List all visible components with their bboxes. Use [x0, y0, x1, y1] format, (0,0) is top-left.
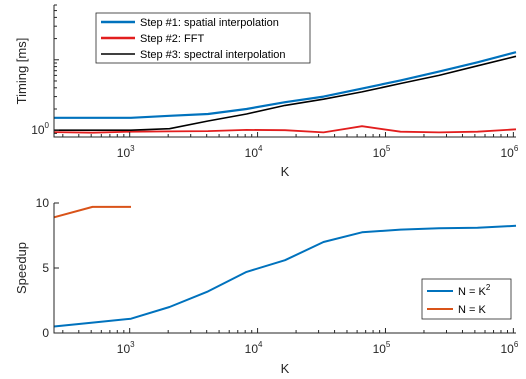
speedup-x-ticks: 103 104 105 106 — [62, 328, 519, 356]
timing-x-tick-base: 10 — [500, 146, 514, 160]
timing-series-group — [53, 51, 517, 134]
timing-y-ticks: 100 — [31, 4, 59, 138]
timing-x-ticks: 103 104 105 106 — [62, 132, 519, 160]
timing-x-tick-exponent: 6 — [514, 144, 519, 153]
timing-y-axis-label: Timing [ms] — [14, 38, 29, 105]
timing-series-line-1 — [54, 51, 517, 119]
timing-y-tick-base: 10 — [31, 123, 45, 137]
speedup-legend-label-nk2: N = K2 — [458, 283, 491, 298]
speedup-legend-label-nk2-base: N = K — [458, 286, 486, 298]
timing-x-tick-exponent: 5 — [386, 144, 391, 153]
timing-x-tick-label: 104 — [245, 144, 263, 160]
speedup-y-tick-label: 10 — [36, 196, 50, 210]
speedup-series-line-2 — [53, 205, 131, 219]
speedup-x-tick-base: 10 — [117, 342, 131, 356]
speedup-x-axis-label: K — [281, 361, 290, 376]
speedup-y-ticks: 0 5 10 — [36, 196, 59, 340]
timing-x-tick-exponent: 4 — [258, 144, 263, 153]
speedup-x-tick-base: 10 — [245, 342, 259, 356]
timing-legend-label-step2: Step #2: FFT — [140, 33, 204, 45]
speedup-x-tick-label: 105 — [373, 340, 391, 356]
timing-chart: 103 104 105 106 100 K Timing [ms] Step #1: … — [14, 4, 519, 179]
speedup-x-tick-exponent: 6 — [514, 340, 519, 349]
speedup-y-tick-base: 0 — [42, 326, 49, 340]
speedup-series-group — [53, 205, 517, 328]
timing-x-tick-base: 10 — [245, 146, 259, 160]
speedup-y-tick-label: 5 — [42, 261, 49, 275]
timing-x-tick-exponent: 3 — [130, 144, 135, 153]
timing-series-line-2 — [53, 125, 517, 134]
speedup-y-tick-base: 10 — [36, 196, 50, 210]
speedup-legend-box — [421, 278, 512, 320]
speedup-series-line-1 — [53, 224, 517, 328]
speedup-x-tick-base: 10 — [500, 342, 514, 356]
speedup-y-axis-label: Speedup — [14, 242, 29, 294]
timing-series-line-3 — [54, 55, 517, 131]
speedup-legend: N = K2 N = K — [421, 278, 512, 320]
speedup-x-tick-label: 103 — [117, 340, 135, 356]
speedup-x-tick-exponent: 3 — [130, 340, 135, 349]
timing-legend-label-step3: Step #3: spectral interpolation — [140, 49, 286, 61]
speedup-x-tick-label: 104 — [245, 340, 263, 356]
timing-legend: Step #1: spatial interpolation Step #2: … — [95, 12, 311, 64]
speedup-x-tick-label: 106 — [500, 340, 518, 356]
speedup-y-tick-base: 5 — [42, 261, 49, 275]
speedup-x-tick-exponent: 5 — [386, 340, 391, 349]
timing-x-axis-label: K — [281, 164, 290, 179]
speedup-y-tick-label: 0 — [42, 326, 49, 340]
timing-y-tick-label: 100 — [31, 121, 49, 137]
speedup-x-tick-exponent: 4 — [258, 340, 263, 349]
timing-legend-label-step1: Step #1: spatial interpolation — [140, 17, 279, 29]
timing-y-tick-exponent: 0 — [45, 121, 50, 130]
timing-x-tick-base: 10 — [373, 146, 387, 160]
timing-x-tick-label: 103 — [117, 144, 135, 160]
timing-x-tick-label: 105 — [373, 144, 391, 160]
speedup-legend-label-nk2-exponent: 2 — [486, 283, 491, 292]
speedup-x-tick-base: 10 — [373, 342, 387, 356]
timing-x-tick-base: 10 — [117, 146, 131, 160]
timing-x-tick-label: 106 — [500, 144, 518, 160]
speedup-legend-label-nk: N = K — [458, 304, 486, 316]
